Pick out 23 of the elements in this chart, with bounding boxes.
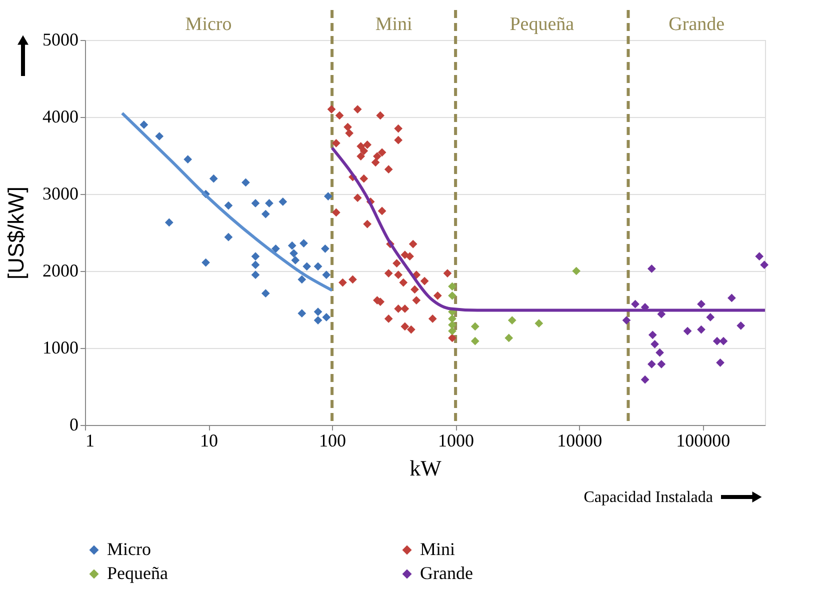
y-tick-label: 3000	[42, 184, 78, 204]
y-tick-label: 4000	[42, 106, 78, 126]
x-tick-label: 100	[319, 430, 346, 450]
x-axis-title: kW	[410, 456, 442, 480]
y-tick-label: 0	[70, 414, 78, 434]
text: Mini	[375, 14, 412, 35]
y-tick-label: 5000	[42, 30, 78, 50]
y-tick-label: 2000	[42, 260, 78, 280]
legend-label: Grande	[420, 563, 473, 583]
legend-label: Pequeña	[107, 563, 168, 583]
legend-label: Micro	[107, 539, 151, 559]
x-tick-label: 100000	[676, 430, 730, 450]
y-axis-title: [US$/kW]	[4, 186, 28, 280]
x-tick-label: 10000	[557, 430, 602, 450]
text: Micro	[185, 14, 232, 35]
text: Grande	[668, 14, 725, 35]
x-tick-label: 1000	[438, 430, 474, 450]
x-tick-label: 1	[86, 430, 94, 450]
text: Pequeña	[510, 14, 575, 35]
text: Capacidad Instalada	[584, 489, 713, 506]
legend-label: Mini	[420, 539, 456, 559]
x-tick-label: 10	[200, 430, 218, 450]
y-tick-label: 1000	[42, 338, 78, 358]
